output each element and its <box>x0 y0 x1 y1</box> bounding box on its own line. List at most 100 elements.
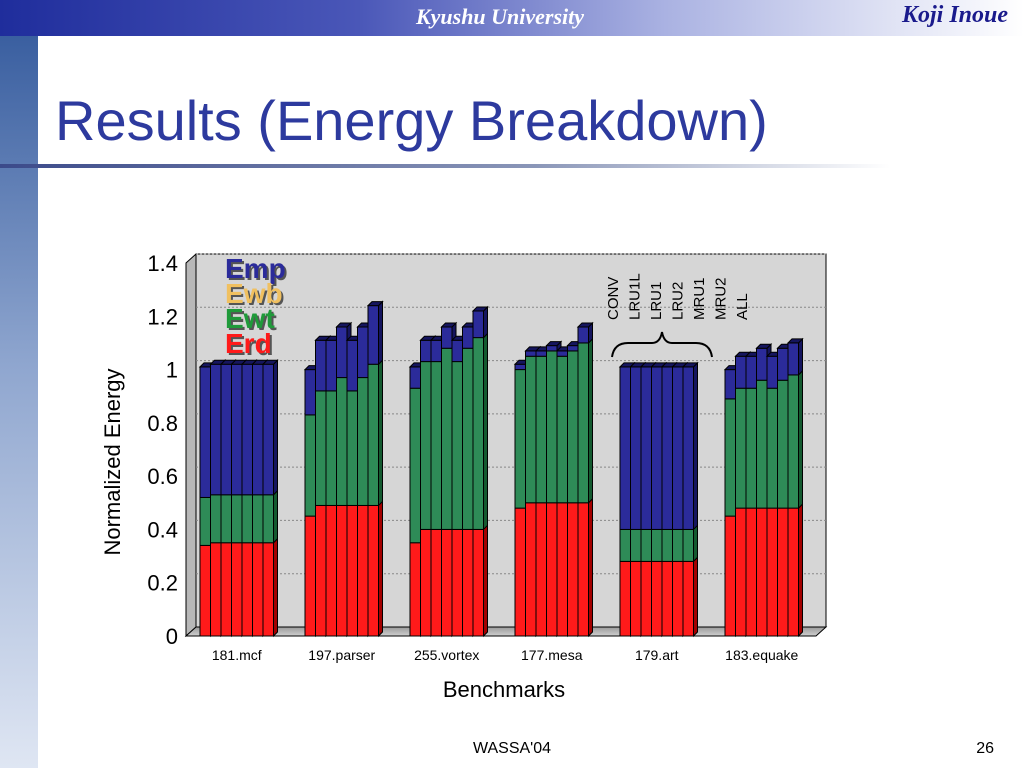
bar-segment-emp <box>252 363 264 496</box>
bar-segment-ewt <box>567 350 579 504</box>
slide-title: Results (Energy Breakdown) <box>55 89 768 152</box>
bar-segment-erd <box>766 507 778 637</box>
bar-segment-emp <box>367 305 379 365</box>
x-category-label: 197.parser <box>308 647 375 663</box>
bar-segment-emp <box>619 366 631 530</box>
bar-segment-erd <box>336 504 348 637</box>
left-decorative-bar <box>0 36 38 768</box>
bar-segment-emp <box>535 350 547 357</box>
bar-top <box>681 362 699 368</box>
bar-segment-erd <box>577 502 589 637</box>
bar-segment-ewt <box>451 361 463 530</box>
bar-segment-erd <box>777 507 789 637</box>
bar-segment-ewt <box>777 379 789 509</box>
bar-segment-ewt <box>304 414 316 517</box>
bar-segment-emp <box>640 366 652 530</box>
bar-top <box>261 359 279 365</box>
bar-side-ewt <box>483 332 488 531</box>
bar-segment-ewt <box>462 347 474 530</box>
bar-segment-erd <box>315 504 327 637</box>
y-tick-label: 1 <box>166 358 178 383</box>
bar-segment-erd <box>735 507 747 637</box>
config-label: LRU1 <box>648 282 665 320</box>
bar-top <box>576 322 594 328</box>
university-name: Kyushu University <box>415 4 585 29</box>
legend-shadow: Erd <box>227 330 274 361</box>
bar-segment-erd <box>409 542 421 637</box>
bar-segment-erd <box>252 542 264 637</box>
bar-side-erd <box>798 502 803 638</box>
bar-segment-erd <box>514 507 526 637</box>
x-category-label: 179.art <box>635 647 679 663</box>
bar-segment-ewt <box>210 494 222 544</box>
bar-top <box>440 322 458 328</box>
page-number: 26 <box>976 740 994 757</box>
bar-segment-ewt <box>472 337 484 530</box>
bar-segment-erd <box>619 560 631 637</box>
footer-conference: WASSA'04 <box>472 740 552 757</box>
y-tick-label: 1.4 <box>147 251 178 276</box>
bar-segment-erd <box>262 542 274 637</box>
bar-segment-ewt <box>745 387 757 509</box>
bar-side-ewt <box>798 369 803 510</box>
bar-side-emp <box>273 359 278 496</box>
plot-side-wall <box>185 252 197 638</box>
title-underline <box>0 164 890 168</box>
bar-segment-ewt <box>787 374 799 509</box>
bar-segment-emp <box>241 363 253 496</box>
bar-segment-erd <box>304 515 316 637</box>
bar-segment-ewt <box>409 387 421 544</box>
bar-segment-emp <box>682 366 694 530</box>
bar-segment-erd <box>745 507 757 637</box>
bar-segment-ewt <box>546 350 558 504</box>
config-label: LRU2 <box>670 282 687 320</box>
bar-segment-emp <box>409 366 421 389</box>
x-category-label: 181.mcf <box>212 647 262 663</box>
config-label: CONV <box>605 277 622 320</box>
bar-segment-emp <box>672 366 684 530</box>
bar-segment-erd <box>451 528 463 637</box>
bar-segment-ewt <box>220 494 232 544</box>
bar-segment-emp <box>777 347 789 381</box>
x-category-label: 255.vortex <box>414 647 479 663</box>
config-label: ALL <box>734 293 751 320</box>
bar-segment-ewt <box>535 355 547 504</box>
bar-side-erd <box>588 497 593 638</box>
config-brace <box>611 331 713 358</box>
bar-segment-erd <box>420 528 432 637</box>
bar-top <box>755 343 773 349</box>
bar-segment-emp <box>430 339 442 363</box>
bar-segment-erd <box>472 528 484 637</box>
bar-segment-ewt <box>651 528 663 562</box>
bar-top <box>786 338 804 344</box>
bar-segment-erd <box>357 504 369 637</box>
bar-side-ewt <box>273 489 278 544</box>
legend-shadow: Ewt <box>227 305 277 336</box>
bar-segment-erd <box>525 502 537 637</box>
bar-segment-ewt <box>682 528 694 562</box>
legend-shadow: Ewb <box>227 280 285 311</box>
y-axis-label: Normalized Energy <box>100 368 125 555</box>
bar-segment-erd <box>756 507 768 637</box>
bar-segment-ewt <box>367 363 379 506</box>
y-tick-label: 0.8 <box>147 411 178 436</box>
bar-side-emp <box>693 361 698 531</box>
y-tick-label: 0 <box>166 624 178 649</box>
x-axis-label: Benchmarks <box>443 677 565 702</box>
bar-top <box>366 301 384 307</box>
config-label: MRU2 <box>713 277 730 320</box>
legend-item-ewb: Ewb <box>225 278 283 309</box>
bar-segment-emp <box>325 339 337 392</box>
bar-segment-ewt <box>756 379 768 509</box>
bar-segment-ewt <box>336 377 348 506</box>
bar-segment-ewt <box>252 494 264 544</box>
bar-side-ewt <box>588 337 593 504</box>
bar-segment-erd <box>367 504 379 637</box>
bar-segment-ewt <box>672 528 684 562</box>
y-tick-label: 0.4 <box>147 517 178 542</box>
legend-item-emp: Emp <box>225 253 286 284</box>
bar-segment-erd <box>441 528 453 637</box>
bar-side-emp <box>798 337 803 377</box>
bar-segment-ewt <box>441 347 453 530</box>
bar-segment-emp <box>262 363 274 496</box>
